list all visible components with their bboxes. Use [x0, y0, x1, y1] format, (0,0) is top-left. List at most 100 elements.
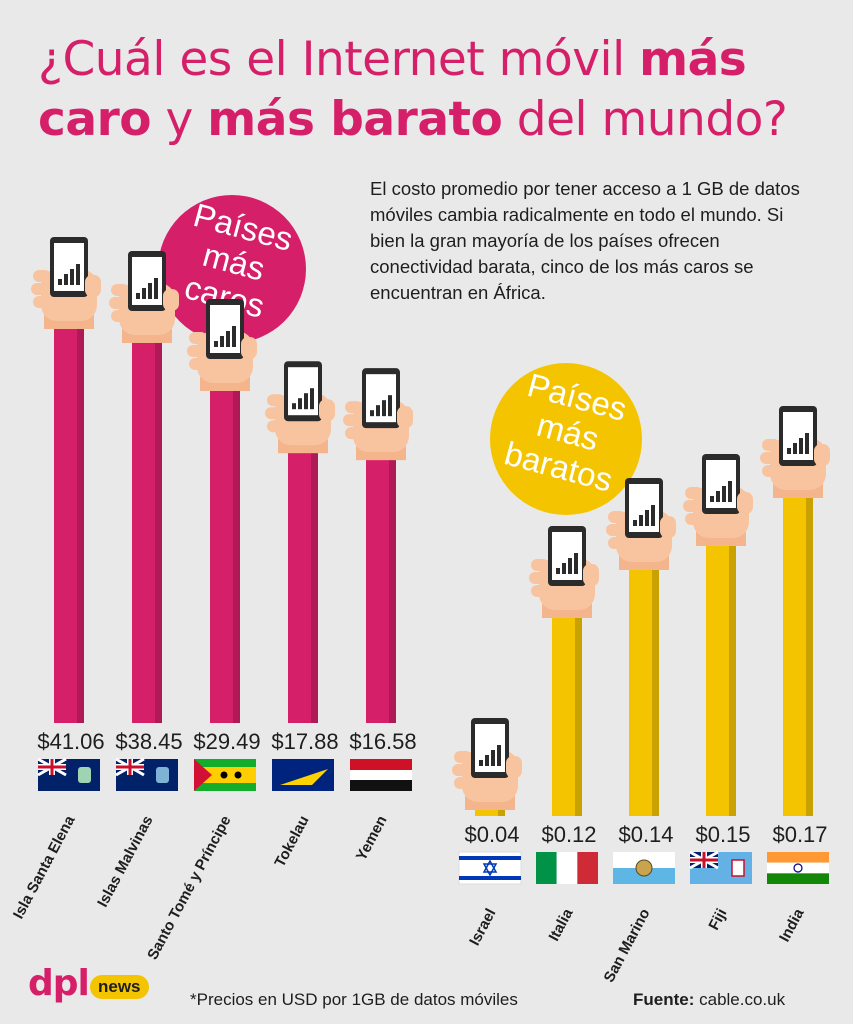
hand-phone-icon-signal-bar	[716, 491, 720, 502]
hand-phone-icon	[529, 526, 599, 618]
hand-phone-icon-finger3	[454, 777, 472, 789]
flag-icon-part	[536, 852, 557, 884]
hand-phone-icon-finger1	[608, 511, 626, 523]
hand-phone-icon-finger1	[685, 487, 703, 499]
flag-icon-part	[556, 852, 578, 884]
value-label: $17.88	[271, 729, 338, 754]
hand-phone-icon	[31, 237, 101, 329]
flag-icon-part	[272, 759, 334, 791]
hand-phone-icon-signal-bar	[388, 395, 392, 417]
hand-phone-icon-signal-bar	[722, 486, 726, 502]
hand-phone-icon-finger1	[111, 283, 129, 296]
flag-icon-part	[793, 863, 803, 873]
hand-phone-icon-finger3	[762, 465, 780, 477]
hand-phone-icon-finger2	[31, 283, 49, 295]
value-label: $0.04	[464, 822, 519, 847]
hand-phone-icon-finger3	[345, 427, 363, 440]
flag-icon-part	[350, 759, 412, 770]
hand-phone-icon-signal-bar	[491, 750, 495, 766]
flag-icon-part	[459, 856, 521, 860]
flag-icon-part	[577, 852, 598, 884]
category-label: Tokelau	[271, 813, 312, 870]
category-label: Santo Tomé y Príncipe	[144, 813, 234, 963]
flag-icon	[536, 852, 598, 884]
hand-phone-icon-thumb	[506, 756, 522, 778]
hand-phone-icon-finger3	[608, 537, 626, 549]
source-credit: Fuente: cable.co.uk	[633, 990, 786, 1009]
dpl-news-logo[interactable]: dpl news	[28, 963, 168, 1013]
hand-phone-icon-signal-bar	[479, 760, 483, 766]
value-label: $0.15	[695, 822, 750, 847]
footnote: *Precios en USD por 1GB de datos móviles	[190, 990, 518, 1009]
flag-icon-part	[156, 767, 169, 783]
hand-phone-icon-signal-bar	[645, 510, 649, 526]
flag-icon-part	[194, 759, 212, 791]
hand-phone-icon-signal-bar	[136, 292, 140, 299]
hand-phone-icon-finger2	[452, 764, 470, 776]
flag-icon-part	[635, 859, 653, 877]
flag-icon	[689, 850, 752, 884]
hand-phone-icon	[109, 250, 179, 343]
hand-phone-icon-finger2	[760, 452, 778, 464]
hand-phone-icon-signal-bar	[799, 438, 803, 454]
hand-phone-icon-signal-bar	[710, 496, 714, 502]
flag-icon-part	[78, 767, 91, 783]
hand-phone-icon	[606, 478, 676, 570]
value-label: $29.49	[193, 729, 260, 754]
hand-phone-icon-signal-bar	[728, 481, 732, 502]
logo-dpl-text: dpl	[28, 963, 90, 1004]
category-label: India	[776, 905, 808, 944]
hand-phone-icon-signal-bar	[370, 410, 374, 417]
logo-news-badge: news	[90, 975, 149, 999]
hand-phone-icon-signal-bar	[562, 563, 566, 574]
hand-phone-icon-signal-bar	[292, 403, 296, 410]
flag-icon-part	[731, 859, 745, 877]
hand-phone-icon-finger3	[267, 420, 285, 433]
flag-icon-part	[459, 876, 521, 880]
flag-icon	[194, 759, 256, 791]
page-title: ¿Cuál es el Internet móvil más caro y más…	[38, 32, 788, 147]
flag-icon-part	[767, 862, 829, 874]
flag-icon-part	[767, 852, 829, 863]
hand-phone-icon-thumb	[737, 492, 753, 514]
hand-phone-icon-signal-bar	[639, 515, 643, 526]
hand-phone-icon-finger2	[265, 407, 283, 420]
hand-phone-icon-signal-bar	[58, 279, 62, 285]
hand-phone-icon	[452, 718, 522, 810]
hand-phone-icon-signal-bar	[154, 277, 158, 299]
flag-icon	[350, 759, 412, 791]
hand-phone-icon-signal-bar	[142, 287, 146, 299]
hand-phone-icon-signal-bar	[298, 398, 302, 410]
hand-phone-icon-finger1	[531, 559, 549, 571]
hand-phone-icon-signal-bar	[148, 282, 152, 299]
hand-phone-icon-signal-bar	[376, 405, 380, 417]
bar-shade	[311, 441, 318, 723]
value-label: $0.14	[618, 822, 673, 847]
flag-icon	[767, 852, 829, 884]
hand-phone-icon-finger2	[187, 344, 205, 357]
hand-phone-icon-signal-bar	[793, 443, 797, 454]
hand-phone-icon-thumb	[319, 399, 335, 422]
value-label: $41.06	[37, 729, 104, 754]
bar-shade	[155, 330, 162, 723]
hand-phone-icon-finger3	[33, 296, 51, 308]
bar-shade	[77, 317, 84, 723]
hand-phone-icon-signal-bar	[568, 558, 572, 574]
hand-phone-icon-finger1	[762, 439, 780, 451]
hand-phone-icon-finger3	[111, 309, 129, 322]
hand-phone-icon-signal-bar	[382, 400, 386, 417]
hand-phone-icon	[265, 361, 335, 454]
flag-icon-part	[767, 873, 829, 884]
value-label: $38.45	[115, 729, 182, 754]
flag-icon-part	[690, 858, 718, 862]
category-label: Islas Malvinas	[94, 813, 156, 910]
hand-phone-icon-finger3	[531, 585, 549, 597]
description-text: El costo promedio por tener acceso a 1 G…	[370, 178, 800, 303]
hand-phone-icon	[187, 298, 257, 391]
flag-icon-part	[234, 771, 242, 779]
hand-phone-icon-signal-bar	[226, 330, 230, 347]
badge-expensive-circle	[158, 195, 306, 343]
hand-phone-icon	[760, 406, 830, 498]
cheap-bars: $0.04 Israel $0.12 Italia $0.14 San Marino $0.…	[452, 406, 830, 985]
hand-phone-icon-finger2	[343, 414, 361, 427]
